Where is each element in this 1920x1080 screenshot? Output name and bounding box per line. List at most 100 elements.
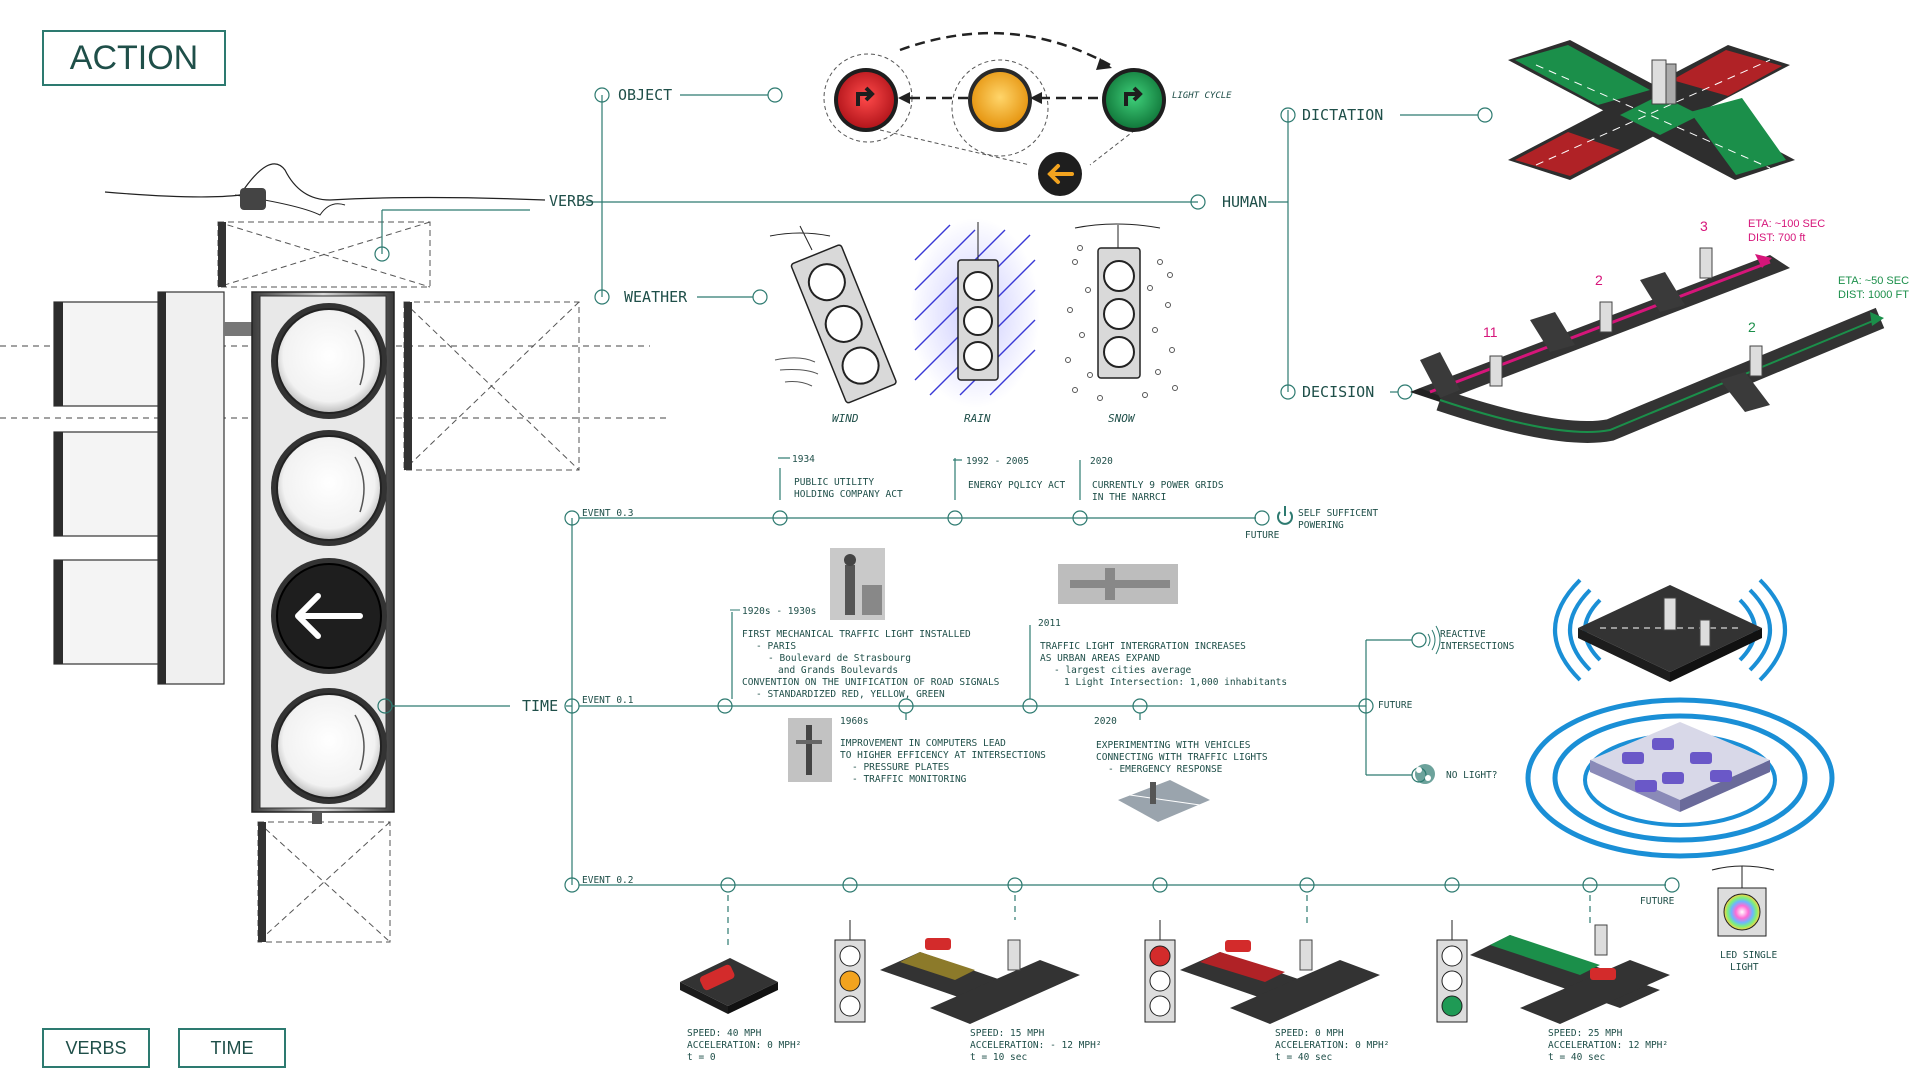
event01-l5: CONVENTION ON THE UNIFICATION OF ROAD SI… xyxy=(742,677,1000,688)
branch-time: TIME xyxy=(522,697,558,715)
s3-time: t = 40 sec xyxy=(1275,1052,1332,1063)
event01-1960s: 1960s xyxy=(840,716,869,727)
event01-l1: FIRST MECHANICAL TRAFFIC LIGHT INSTALLED xyxy=(742,629,971,640)
action-button[interactable]: ACTION xyxy=(42,30,226,86)
event01-nolight: NO LIGHT? xyxy=(1446,770,1497,781)
decision-routes: 11 2 3 2 ETA: ~100 SEC DIST: 700 ft ETA:… xyxy=(1410,218,1909,443)
event03-self-a: SELF SUFFICENT xyxy=(1298,508,1378,519)
s1-speed: SPEED: 40 MPH xyxy=(687,1028,762,1039)
weather-wind: WIND xyxy=(769,225,897,425)
route2-dist: DIST: 1000 FT xyxy=(1838,289,1909,301)
led-single-light xyxy=(1711,865,1775,937)
event03-1934: 1934 xyxy=(792,454,815,465)
green-light xyxy=(1436,920,1468,1023)
nolight-intersection xyxy=(1525,697,1835,859)
event-01: EVENT 0.1 1920s - 1930s FIRST MECHANICAL… xyxy=(582,548,1835,859)
photo-1960s xyxy=(788,718,832,782)
event03-label: EVENT 0.3 xyxy=(582,508,633,519)
event01-l4: and Grands Boulevards xyxy=(778,665,898,676)
s2-accel: ACCELERATION: - 12 MPH² xyxy=(970,1040,1102,1051)
event03-1934-text-a: PUBLIC UTILITY xyxy=(794,477,874,488)
branch-dictation: DICTATION xyxy=(1302,106,1383,124)
event01-u1: TRAFFIC LIGHT INTERGRATION INCREASES xyxy=(1040,641,1246,652)
s3-accel: ACCELERATION: 0 MPH² xyxy=(1275,1040,1389,1051)
event01-l2: - PARIS xyxy=(756,641,796,652)
scene-4 xyxy=(1470,924,1670,1024)
reactive-icon xyxy=(1427,625,1441,655)
event01-reactive-b: INTERSECTIONS xyxy=(1440,641,1515,652)
event-02: EVENT 0.2 FUTURE LED SINGLE LIGHT xyxy=(582,865,1777,1063)
branch-weather: WEATHER xyxy=(624,288,688,306)
decision-num-3: 3 xyxy=(1700,218,1708,234)
scene-3 xyxy=(1180,939,1380,1024)
event02-label: EVENT 0.2 xyxy=(582,875,633,886)
amber-light xyxy=(834,920,866,1023)
branch-human: HUMAN xyxy=(1222,193,1267,211)
verbs-button[interactable]: VERBS xyxy=(42,1028,150,1068)
weather-wind-label: WIND xyxy=(832,412,859,425)
event03-self-b: POWERING xyxy=(1298,520,1344,531)
s4-accel: ACCELERATION: 12 MPH² xyxy=(1548,1040,1668,1051)
event03-1992-text: ENERGY PQLICY ACT xyxy=(968,480,1066,491)
event01-l6: - STANDARDIZED RED, YELLOW, GREEN xyxy=(756,689,945,700)
main-lens-2 xyxy=(271,430,387,546)
event01-c1: IMPROVEMENT IN COMPUTERS LEAD xyxy=(840,738,1006,749)
event01-v2: CONNECTING WITH TRAFFIC LIGHTS xyxy=(1096,752,1268,763)
event01-c4: - TRAFFIC MONITORING xyxy=(852,774,967,785)
weather-rain: RAIN xyxy=(910,218,1040,425)
event-03: EVENT 0.3 1934 PUBLIC UTILITY HOLDING CO… xyxy=(582,454,1378,541)
decision-num-2b: 2 xyxy=(1748,319,1756,335)
dictation-intersection xyxy=(1508,40,1795,180)
reactive-intersection xyxy=(1553,578,1787,682)
event01-1920s: 1920s - 1930s xyxy=(742,606,816,617)
weather-snow: SNOW xyxy=(1065,223,1178,425)
event01-v3: - EMERGENCY RESPONSE xyxy=(1108,764,1223,775)
time-button[interactable]: TIME xyxy=(178,1028,286,1068)
power-icon xyxy=(1277,506,1293,525)
event01-l3: - Boulevard de Strasbourg xyxy=(768,653,911,664)
brain-icon xyxy=(1415,764,1435,784)
main-lens-4 xyxy=(271,688,387,804)
s4-time: t = 40 sec xyxy=(1548,1052,1605,1063)
light-cycle-label: LIGHT CYCLE xyxy=(1172,91,1232,101)
event03-2020-text-a: CURRENTLY 9 POWER GRIDS xyxy=(1092,480,1224,491)
decision-num-2a: 2 xyxy=(1595,272,1603,288)
event03-2020: 2020 xyxy=(1090,456,1113,467)
photo-1920s xyxy=(830,548,885,620)
led-label-b: LIGHT xyxy=(1730,962,1759,973)
decision-num-11: 11 xyxy=(1483,324,1498,340)
s2-speed: SPEED: 15 MPH xyxy=(970,1028,1045,1039)
s1-accel: ACCELERATION: 0 MPH² xyxy=(687,1040,801,1051)
connector-lines xyxy=(374,87,1680,945)
event03-1992: 1992 - 2005 xyxy=(966,456,1029,467)
s1-time: t = 0 xyxy=(687,1052,716,1063)
event01-u4: 1 Light Intersection: 1,000 inhabitants xyxy=(1064,677,1287,688)
event01-reactive-a: REACTIVE xyxy=(1440,629,1486,640)
red-light xyxy=(1144,920,1176,1023)
event03-2020-text-b: IN THE NARRCI xyxy=(1092,492,1166,503)
event01-future: FUTURE xyxy=(1378,700,1413,711)
event02-future: FUTURE xyxy=(1640,896,1675,907)
photo-2020-intersection xyxy=(1118,780,1210,822)
scene-1 xyxy=(680,958,778,1014)
led-label-a: LED SINGLE xyxy=(1720,950,1777,961)
branch-object: OBJECT xyxy=(618,86,672,104)
photo-2011 xyxy=(1058,564,1178,604)
event01-v1: EXPERIMENTING WITH VEHICLES xyxy=(1096,740,1251,751)
event01-u2: AS URBAN AREAS EXPAND xyxy=(1040,653,1160,664)
route1-dist: DIST: 700 ft xyxy=(1748,232,1805,244)
branch-decision: DECISION xyxy=(1302,383,1374,401)
event01-2020: 2020 xyxy=(1094,716,1117,727)
scene-2 xyxy=(880,938,1080,1024)
weather-snow-label: SNOW xyxy=(1108,412,1136,425)
light-cycle: LIGHT CYCLE xyxy=(823,31,1232,196)
main-lens-arrow xyxy=(271,558,387,674)
main-traffic-light xyxy=(0,163,670,943)
event03-1934-text-b: HOLDING COMPANY ACT xyxy=(794,489,903,500)
main-lens-1 xyxy=(271,303,387,419)
event01-2011: 2011 xyxy=(1038,618,1061,629)
route1-eta: ETA: ~100 SEC xyxy=(1748,218,1825,230)
event01-c2: TO HIGHER EFFICENCY AT INTERSECTIONS xyxy=(840,750,1046,761)
